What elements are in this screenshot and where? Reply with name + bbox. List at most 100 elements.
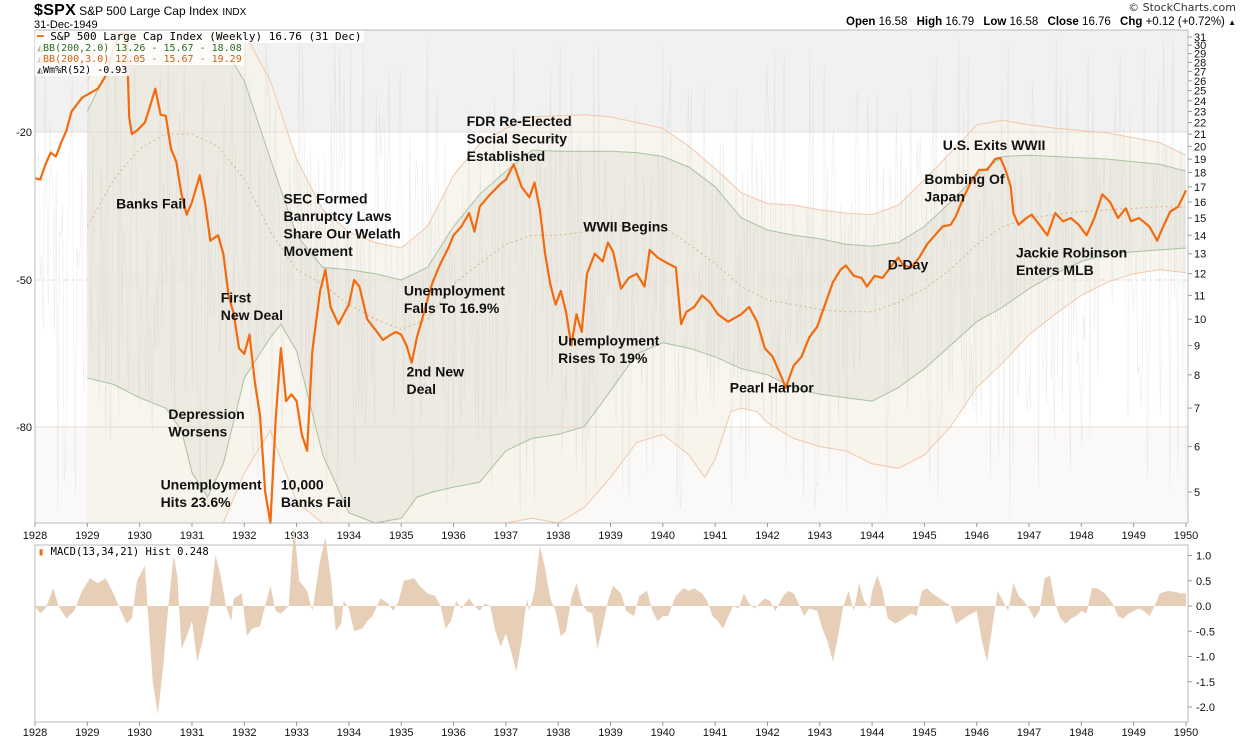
price-line — [34, 31, 1187, 525]
annotation-line: 10,000 — [281, 477, 324, 493]
x-tick-label: 1931 — [180, 530, 204, 542]
annotation-line: Hits 23.6% — [161, 494, 232, 510]
x-tick-label: 1944 — [860, 530, 884, 542]
open-value: 16.58 — [878, 16, 908, 28]
annotation-line: Worsens — [168, 424, 227, 440]
legend-wmr-text: Wm%R(52) -0.93 — [43, 65, 128, 76]
x-tick-label: 1942 — [755, 530, 779, 542]
exchange-label: INDX — [222, 7, 247, 18]
wmr-tick-label: -80 — [16, 422, 32, 434]
annotation-label: First New Deal — [221, 289, 283, 323]
annotation-line: SEC Formed — [284, 191, 368, 207]
legend-bb2: ◭BB(200,2.0) 13.26 - 15.67 - 18.08 — [35, 43, 244, 54]
macd-x-tick-label: 1936 — [441, 727, 465, 737]
y-tick-label: 24 — [1194, 96, 1206, 108]
legend-bb3: ◭BB(200,3.0) 12.05 - 15.67 - 19.29 — [35, 54, 244, 65]
copyright[interactable]: © StockCharts.com — [1128, 1, 1236, 14]
annotation-label: Depression Worsens — [168, 406, 244, 440]
bb2-lower-line — [87, 247, 1187, 524]
y-tick-label: 11 — [1194, 290, 1205, 302]
annotation-line: Established — [467, 148, 546, 164]
bb3-lower-line — [87, 269, 1187, 524]
area-swatch-icon: ◭ — [37, 54, 44, 65]
annotation-line: Deal — [406, 381, 436, 397]
x-tick-label: 1937 — [494, 530, 518, 542]
annotation-label: Bombing Of Japan — [924, 171, 1004, 205]
annotation-line: Banks Fail — [281, 494, 351, 510]
y-tick-label: 23 — [1194, 106, 1206, 118]
y-tick-label: 16 — [1194, 197, 1206, 209]
annotation-line: 2nd New — [406, 363, 464, 379]
price-panel: Banks Fail SEC Formed Banruptcy Laws Share … — [16, 29, 1206, 542]
annotation-line: Social Security — [467, 130, 568, 146]
macd-y-tick-label: 0.0 — [1196, 601, 1211, 613]
annotation-label: WWII Begins — [583, 219, 668, 235]
annotation-line: First — [221, 289, 252, 305]
macd-x-tick-label: 1935 — [389, 727, 413, 737]
x-tick-label: 1943 — [808, 530, 832, 542]
y-tick-label: 28 — [1194, 57, 1206, 69]
annotation-label: Unemployment Rises To 19% — [558, 332, 659, 366]
annotation-line: Share Our Welath — [284, 226, 401, 242]
legend-bb3-text: BB(200,3.0) 12.05 - 15.67 - 19.29 — [43, 54, 242, 65]
annotation-line: U.S. Exits WWII — [943, 137, 1046, 153]
y-tick-label: 22 — [1194, 118, 1206, 130]
bb-middle-line — [86, 133, 1187, 330]
y-tick-label: 13 — [1194, 249, 1206, 261]
annotation-line: Bombing Of — [924, 171, 1004, 187]
macd-x-tick-label: 1945 — [912, 727, 936, 737]
bb3-upper-line — [86, 32, 1187, 249]
x-tick-label: 1950 — [1174, 530, 1198, 542]
annotation-line: Depression — [168, 406, 244, 422]
macd-x-tick-label: 1941 — [703, 727, 727, 737]
macd-x-tick-label: 1931 — [180, 727, 204, 737]
annotation-line: Pearl Harbor — [730, 380, 815, 396]
macd-x-tick-label: 1947 — [1017, 727, 1041, 737]
annotation-label: Unemployment Hits 23.6% — [161, 477, 262, 511]
annotation-label: Pearl Harbor — [730, 380, 815, 396]
y-tick-label: 12 — [1194, 269, 1206, 281]
y-tick-label: 25 — [1194, 86, 1206, 98]
macd-x-tick-label: 1933 — [284, 727, 308, 737]
y-tick-label: 26 — [1194, 76, 1206, 88]
y-tick-label: 21 — [1194, 129, 1206, 141]
y-tick-label: 14 — [1194, 230, 1206, 242]
macd-y-tick-label: 1.0 — [1196, 551, 1211, 563]
macd-legend-text: MACD(13,34,21) Hist 0.248 — [50, 546, 209, 558]
price-legend: ━ S&P 500 Large Cap Index (Weekly) 16.76… — [35, 31, 364, 76]
annotation-label: 10,000 Banks Fail — [281, 477, 351, 511]
macd-x-tick-label: 1939 — [598, 727, 622, 737]
area-swatch-icon: ◭ — [37, 43, 44, 54]
chg-value: +0.12 (+0.72%) — [1145, 16, 1225, 28]
x-tick-label: 1933 — [284, 530, 308, 542]
annotation-line: Banks Fail — [116, 195, 186, 211]
macd-y-tick-label: -0.5 — [1196, 626, 1215, 638]
y-tick-label: 17 — [1194, 182, 1206, 194]
y-tick-label: 6 — [1194, 442, 1200, 454]
x-tick-label: 1938 — [546, 530, 570, 542]
macd-x-tick-label: 1940 — [651, 727, 675, 737]
macd-x-tick-label: 1942 — [755, 727, 779, 737]
wmr-tick-label: -20 — [16, 127, 32, 139]
x-tick-label: 1948 — [1069, 530, 1093, 542]
x-tick-label: 1940 — [651, 530, 675, 542]
x-tick-label: 1946 — [964, 530, 988, 542]
x-tick-label: 1930 — [127, 530, 151, 542]
x-tick-label: 1935 — [389, 530, 413, 542]
annotation-line: Jackie Robinson — [1016, 245, 1127, 261]
macd-panel: 1.0 0.5 0.0 -0.5 -1.0 -1.5 -2.0 1928 1929 1930 193… — [23, 525, 1215, 737]
x-tick-label: 1945 — [912, 530, 936, 542]
annotation-label: FDR Re-Elected Social Security Established — [467, 113, 572, 164]
annotation-line: FDR Re-Elected — [467, 113, 572, 129]
high-label: High — [916, 16, 943, 28]
annotation-line: Unemployment — [404, 282, 505, 298]
x-tick-label: 1941 — [703, 530, 727, 542]
annotation-line: WWII Begins — [583, 219, 668, 235]
area-swatch-icon: ◭ — [37, 65, 44, 76]
y-tick-label: 29 — [1194, 49, 1206, 61]
ticker-symbol: $SPX — [34, 2, 77, 19]
line-swatch-icon: ━ — [37, 30, 44, 43]
chg-label: Chg — [1120, 16, 1143, 28]
annotation-label: D-Day — [888, 257, 929, 273]
